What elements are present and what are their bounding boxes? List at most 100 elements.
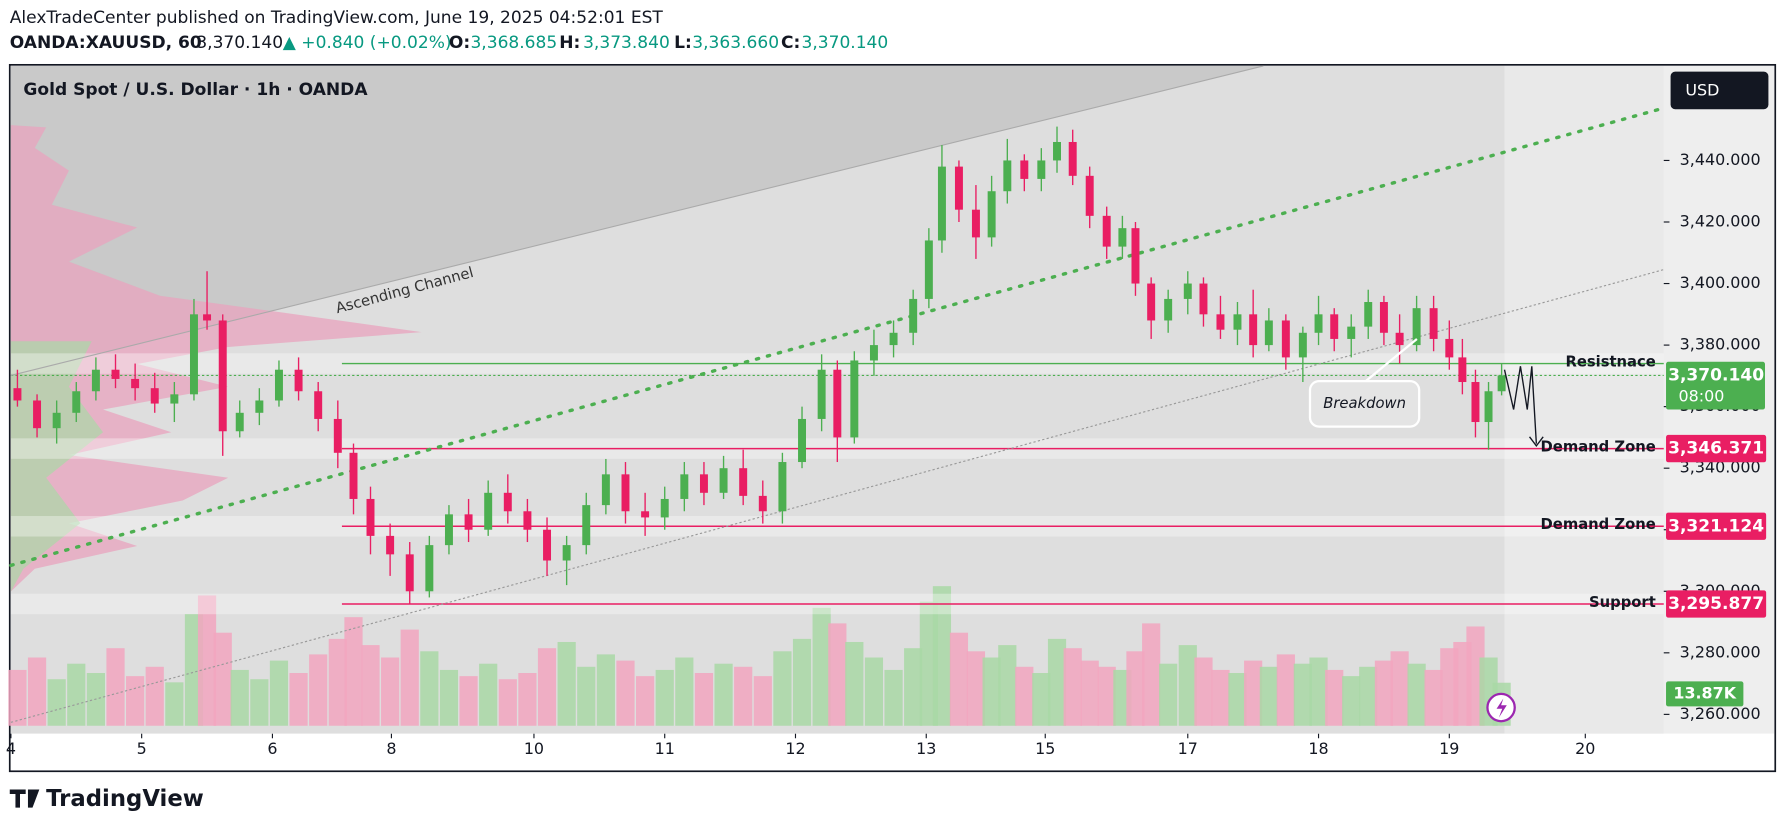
level-tag — [1666, 590, 1767, 618]
candle-body — [1445, 338, 1454, 358]
candle-body — [987, 191, 996, 238]
candle-body — [72, 391, 81, 413]
volume-bar — [792, 638, 812, 726]
callout-text: Breakdown — [1323, 395, 1406, 412]
candle-body — [349, 452, 358, 499]
volume-bar — [828, 623, 847, 726]
x-tick-label: 11 — [655, 739, 675, 758]
candle-body — [150, 388, 159, 404]
l-label: L: — [674, 33, 692, 53]
candle-body — [1085, 175, 1094, 216]
publish-line: AlexTradeCenter published on TradingView… — [10, 8, 664, 28]
candle-body — [924, 240, 933, 299]
candle-body — [1497, 375, 1506, 392]
x-tick-label: 4 — [6, 739, 16, 758]
y-tick-label: 3,400.000 — [1680, 273, 1761, 292]
candle-body — [1484, 391, 1493, 423]
channel-mid — [9, 106, 1666, 568]
volume-bar — [773, 651, 792, 726]
volume-bar — [498, 679, 517, 726]
volume-bar — [250, 679, 269, 726]
currency-box[interactable] — [1670, 71, 1769, 110]
candle-body — [1429, 308, 1438, 339]
volume-bar — [812, 607, 831, 726]
volume-bar — [596, 654, 615, 726]
volume-bar — [126, 676, 145, 726]
x-tick-label: 20 — [1575, 739, 1595, 758]
x-tick-label: 13 — [916, 739, 936, 758]
volume-bar — [1424, 669, 1443, 726]
candle-body — [660, 498, 669, 518]
y-tick-label: 3,280.000 — [1680, 642, 1761, 661]
candle-body — [869, 345, 878, 361]
volume-tag-label: 13.87K — [1673, 683, 1736, 702]
candle-body — [294, 369, 303, 392]
chart-title: Gold Spot / U.S. Dollar · 1h · OANDA — [23, 80, 368, 100]
volume-bar — [1142, 623, 1161, 726]
candle-body — [850, 360, 859, 438]
last-price-label: 3,370.140 — [1668, 365, 1764, 385]
y-tick-label: 3,440.000 — [1680, 150, 1761, 169]
volume-bar — [269, 660, 289, 726]
countdown: 08:00 — [1679, 387, 1725, 406]
volume-bar — [27, 657, 47, 726]
level-tag-label: 3,346.371 — [1668, 439, 1764, 459]
projection — [1503, 366, 1538, 444]
candle-body — [833, 369, 842, 438]
volume-bar — [904, 648, 923, 726]
candle-body — [13, 388, 22, 401]
volume-bar — [518, 673, 537, 726]
volume-bar — [1194, 657, 1213, 726]
volume-bar — [145, 666, 164, 726]
volume-bar — [289, 673, 308, 726]
x-tick-label: 15 — [1035, 739, 1055, 758]
volume-bar — [675, 657, 694, 726]
o: 3,368.685 — [470, 33, 557, 53]
candle-body — [91, 369, 100, 392]
candle-body — [909, 298, 918, 333]
volume-tag — [1666, 681, 1744, 707]
candle-body — [621, 474, 630, 512]
candle-body — [333, 418, 342, 453]
last: 3,370.140 — [196, 33, 283, 53]
volume-bar — [344, 617, 363, 726]
volume-bar — [864, 657, 884, 726]
candle-body — [1379, 302, 1388, 333]
candle-body — [1471, 382, 1480, 423]
candle-body — [971, 209, 980, 238]
volume-bar — [1159, 663, 1178, 726]
candle-body — [218, 320, 227, 432]
candle-body — [1216, 314, 1225, 330]
symbol: OANDA:XAUUSD, 60 — [10, 33, 202, 53]
callout-pointer — [1364, 338, 1418, 382]
volume-bar — [1015, 666, 1034, 726]
brand: TradingView — [46, 786, 204, 812]
h: 3,373.840 — [583, 33, 670, 53]
volume-bar — [1359, 666, 1378, 726]
volume-bar — [557, 641, 576, 726]
candle-body — [111, 369, 120, 379]
candle-body — [798, 418, 807, 463]
volume-profile — [10, 125, 422, 592]
candle-body — [699, 474, 708, 493]
candle-body — [758, 495, 767, 512]
candle-body — [203, 314, 212, 321]
volume-bar — [616, 660, 635, 726]
l: 3,363.660 — [692, 33, 779, 53]
c-label: C: — [781, 33, 800, 53]
volume-bar — [537, 648, 557, 726]
volume-bar — [1325, 669, 1344, 726]
level-name: Demand Zone — [1541, 438, 1656, 455]
candle-body — [255, 400, 264, 413]
candle-body — [484, 492, 493, 530]
candle-body — [1020, 160, 1029, 179]
volume-bar — [1063, 648, 1082, 726]
volume-bar — [400, 629, 419, 726]
candle-body — [562, 545, 571, 561]
x-tick-label: 10 — [524, 739, 544, 758]
future-area — [1504, 65, 1664, 734]
volume-bar — [8, 669, 27, 726]
volume-bar — [439, 669, 459, 726]
candle-body — [464, 514, 473, 530]
volume-bar — [67, 663, 86, 726]
